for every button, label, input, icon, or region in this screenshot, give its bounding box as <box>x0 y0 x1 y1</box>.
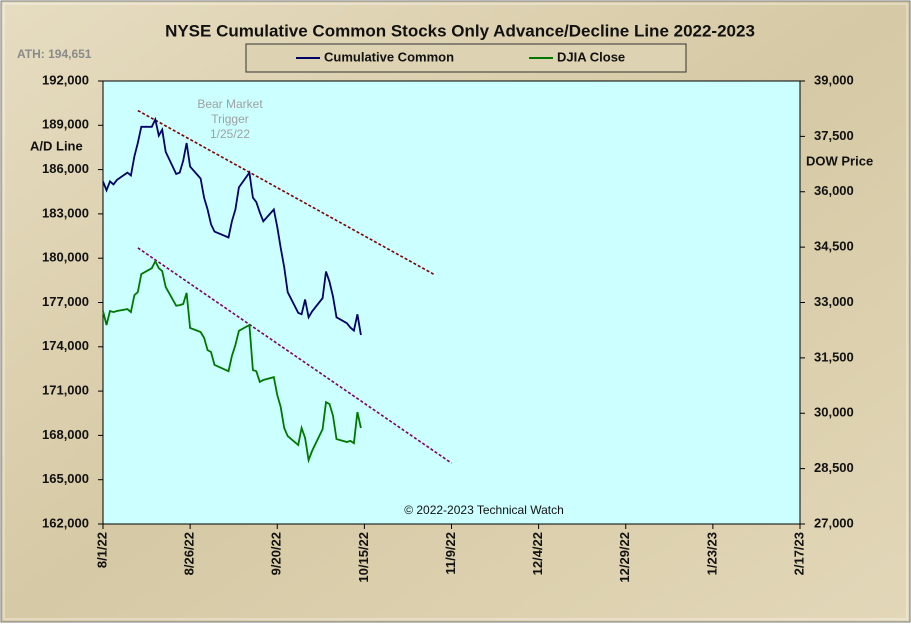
y2-tick-label: 37,500 <box>814 128 854 143</box>
y2-tick-label: 31,500 <box>814 349 854 364</box>
y-tick-label: 168,000 <box>42 427 89 442</box>
y2-axis-label: DOW Price <box>806 153 873 168</box>
trendline <box>137 247 452 464</box>
frame <box>3 3 908 620</box>
y-tick-label: 174,000 <box>42 338 89 353</box>
x-tick-label: 8/1/22 <box>94 532 109 568</box>
x-tick-label: 12/4/22 <box>530 532 545 575</box>
y-tick-label: 186,000 <box>42 161 89 176</box>
x-tick-label: 10/15/22 <box>356 532 371 583</box>
x-tick-label: 8/26/22 <box>182 532 197 575</box>
series-line <box>102 116 362 336</box>
chart-title: NYSE Cumulative Common Stocks Only Advan… <box>165 21 755 40</box>
y2-tick-label: 34,500 <box>814 239 854 254</box>
copyright: © 2022-2023 Technical Watch <box>404 503 564 517</box>
ath-label: ATH: 194,651 <box>17 47 92 61</box>
y-tick-label: 162,000 <box>42 515 89 530</box>
x-tick-label: 11/9/22 <box>443 532 458 575</box>
series-line <box>102 259 362 464</box>
legend-label: DJIA Close <box>557 49 625 64</box>
y2-tick-label: 39,000 <box>814 72 854 87</box>
x-tick-label: 12/29/22 <box>617 532 632 583</box>
legend-label: Cumulative Common <box>324 49 454 64</box>
annotation: Bear Market <box>197 97 263 111</box>
trendline <box>137 109 435 276</box>
legend: Cumulative Common DJIA Close <box>296 49 625 64</box>
y2-tick-label: 33,000 <box>814 294 854 309</box>
y-axis-label: A/D Line <box>30 138 83 153</box>
y2-tick-label: 28,500 <box>814 460 854 475</box>
y-tick-label: 165,000 <box>42 471 89 486</box>
plot-area <box>102 80 801 525</box>
y-tick-label: 189,000 <box>42 117 89 132</box>
y-tick-label: 183,000 <box>42 205 89 220</box>
y2-tick-label: 27,000 <box>814 515 854 530</box>
y2-tick-label: 30,000 <box>814 405 854 420</box>
x-tick-label: 9/20/22 <box>269 532 284 575</box>
x-tick-label: 2/17/23 <box>791 532 806 575</box>
y-tick-label: 192,000 <box>42 72 89 87</box>
y-tick-label: 177,000 <box>42 294 89 309</box>
annotation: 1/25/22 <box>210 127 250 141</box>
y-tick-label: 171,000 <box>42 383 89 398</box>
x-tick-label: 1/23/23 <box>704 532 719 575</box>
y2-tick-label: 36,000 <box>814 183 854 198</box>
y-tick-label: 180,000 <box>42 250 89 265</box>
annotation: Trigger <box>211 112 249 126</box>
